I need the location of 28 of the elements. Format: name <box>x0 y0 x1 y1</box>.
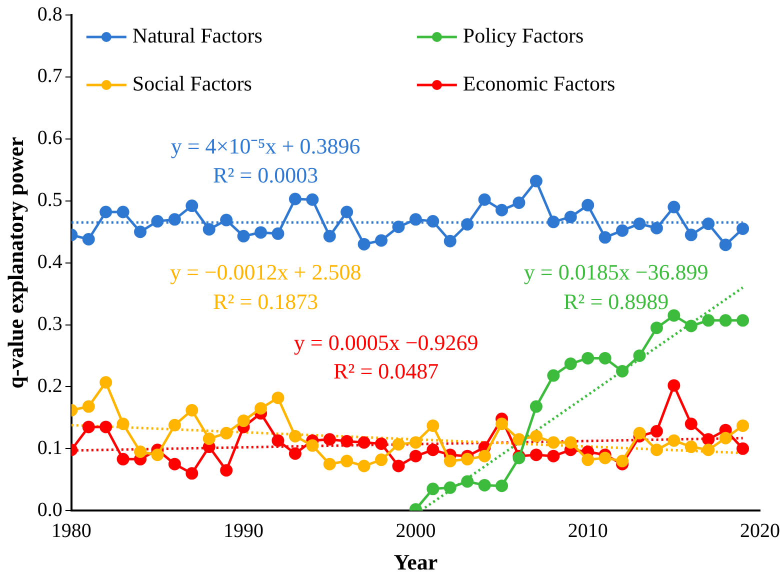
annotation: y = −0.0012x + 2.508 <box>170 259 362 284</box>
x-axis-title: Year <box>394 549 438 574</box>
annotation: R² = 0.1873 <box>212 289 318 314</box>
x-tick-label: 1990 <box>224 520 264 542</box>
annotation: R² = 0.0487 <box>333 358 439 384</box>
y-tick-label: 0.2 <box>37 374 62 397</box>
y-tick-label: 0.6 <box>37 127 62 150</box>
legend-label: Natural Factors <box>132 24 262 48</box>
legend-label: Economic Factors <box>462 72 616 96</box>
x-tick-label: 1980 <box>51 520 92 542</box>
x-tick-label: 2010 <box>568 520 608 542</box>
legend-label: Social Factors <box>132 72 252 96</box>
annotation: R² = 0.8989 <box>563 289 669 314</box>
y-tick-label: 0.8 <box>37 3 62 26</box>
y-tick-label: 0.1 <box>37 436 62 459</box>
legend-label: Policy Factors <box>462 24 584 48</box>
y-axis-title: q-value explanatory power <box>2 136 28 389</box>
y-tick-label: 0.7 <box>37 65 62 88</box>
annotation: y = 0.0005x −0.9269 <box>294 330 478 355</box>
y-tick-label: 0.0 <box>37 498 62 521</box>
annotation: y = 0.0185x −36.899 <box>524 259 708 284</box>
x-tick-label: 2000 <box>396 520 436 542</box>
annotation: R² = 0.0003 <box>212 162 318 188</box>
annotation: y = 4×10⁻⁵x + 0.3896 <box>170 134 360 159</box>
y-tick-label: 0.5 <box>37 189 62 212</box>
x-tick-label: 2020 <box>740 520 780 542</box>
y-tick-label: 0.4 <box>37 251 62 274</box>
y-tick-label: 0.3 <box>37 313 62 335</box>
